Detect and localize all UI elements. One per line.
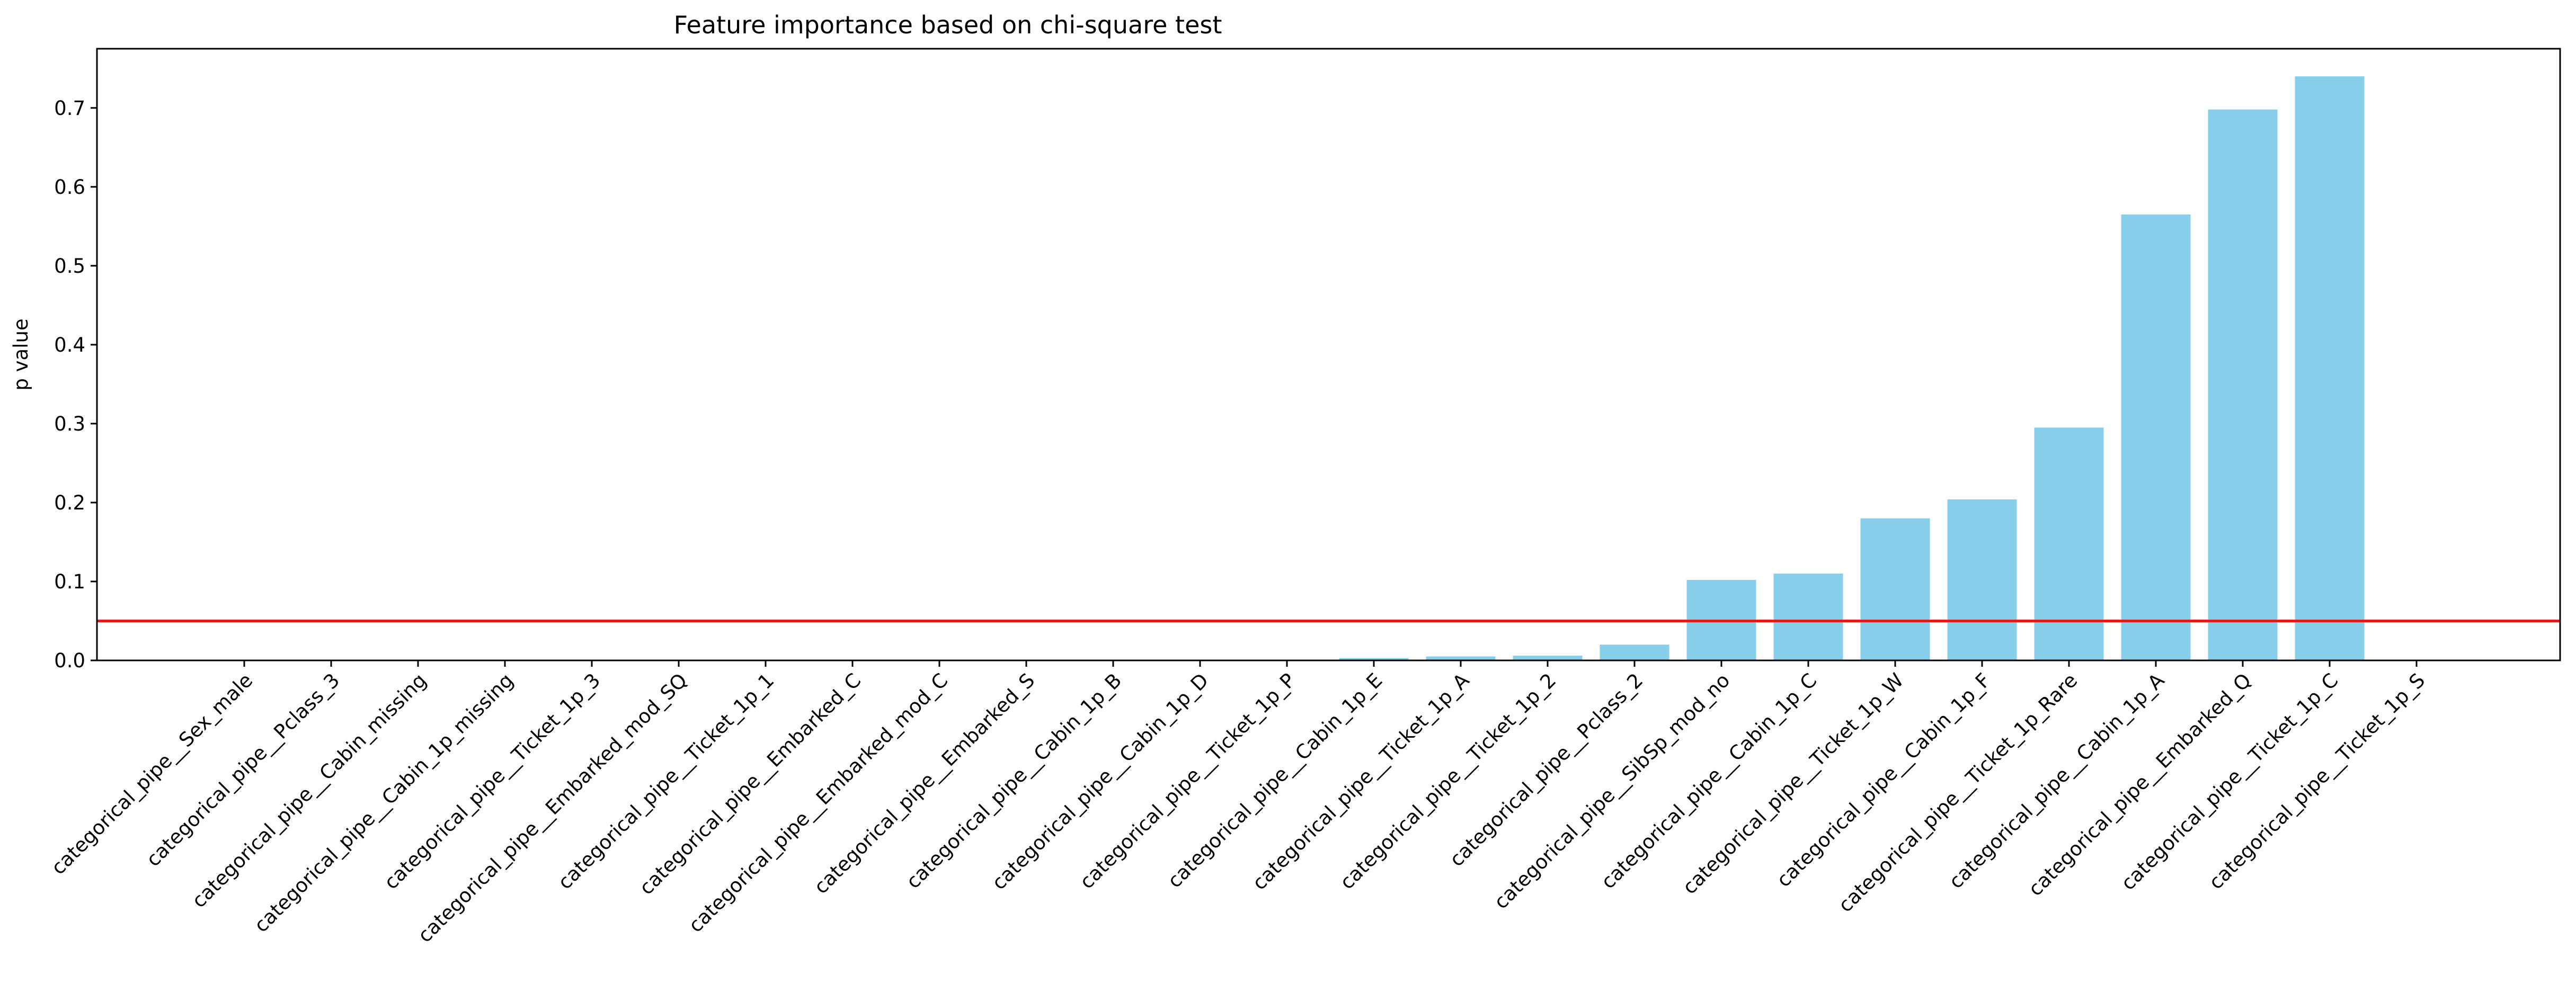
bars-group [1339,76,2365,661]
y-tick-label: 0.0 [54,649,85,672]
bar-categorical_pipe__Ticket_1p_A [1426,656,1496,660]
bar-categorical_pipe__Embarked_Q [2208,109,2278,660]
bar-categorical_pipe__Ticket_1p_W [1860,518,1930,660]
y-tick-label: 0.7 [54,97,85,120]
bar-categorical_pipe__Ticket_1p_2 [1513,656,1583,660]
y-tick-label: 0.3 [54,413,85,435]
bar-categorical_pipe__Cabin_1p_A [2121,214,2191,660]
y-axis-label: p value [10,318,32,390]
plot-frame [96,48,2561,661]
bar-categorical_pipe__Ticket_1p_C [2295,76,2365,661]
bar-categorical_pipe__Ticket_1p_Rare [2034,427,2104,660]
bar-categorical_pipe__Pclass_2 [1600,645,1669,660]
y-ticks-group: 0.0 0.1 0.2 0.3 0.4 0.5 0.6 0.7 [54,97,97,672]
y-tick-label: 0.2 [54,491,85,514]
chart-title: Feature importance based on chi-square t… [674,11,1222,39]
y-tick-label: 0.6 [54,176,85,199]
y-tick-label: 0.1 [54,570,85,593]
bar-categorical_pipe__Cabin_1p_C [1773,574,1843,660]
bar-categorical_pipe__Cabin_1p_E [1339,658,1409,660]
y-tick-label: 0.5 [54,255,85,278]
x-ticks-group: categorical_pipe__Sex_malecategorical_pi… [47,660,2429,947]
y-tick-label: 0.4 [54,334,85,356]
bar-categorical_pipe__Cabin_1p_F [1947,499,2017,660]
